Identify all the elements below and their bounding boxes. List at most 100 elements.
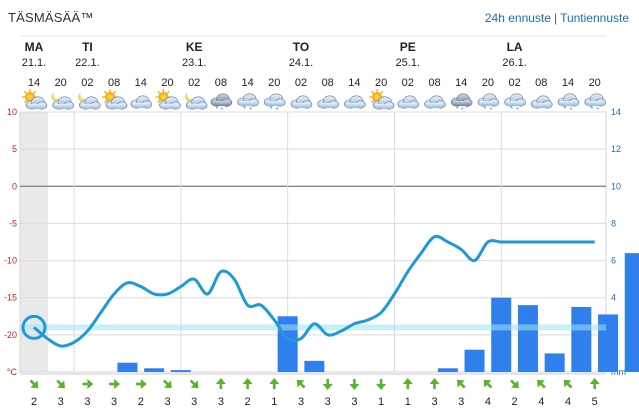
wind-speed: 3 — [351, 396, 357, 408]
current-temperature-marker[interactable] — [21, 314, 47, 340]
precipitation-bar — [464, 349, 485, 372]
precipitation-bar — [571, 307, 592, 372]
sun-cloud-icon — [369, 89, 395, 110]
day-date: 26.1. — [502, 57, 526, 69]
link-separator: | — [553, 11, 558, 25]
temperature-tick: 5 — [12, 144, 17, 154]
wind-speed: 3 — [84, 396, 90, 408]
precipitation-tick: 14 — [611, 107, 621, 117]
hour-label: 20 — [589, 77, 601, 89]
wind-arrow-icon — [109, 379, 121, 389]
cloud-icon — [344, 95, 366, 109]
hour-label: 20 — [375, 77, 387, 89]
svg-text:*: * — [596, 107, 599, 114]
day-date: 25.1. — [396, 57, 420, 69]
hour-label: 20 — [482, 77, 494, 89]
hour-label: 20 — [268, 77, 280, 89]
cloud-icon — [397, 95, 420, 109]
hour-label: 08 — [215, 77, 227, 89]
hour-label: 14 — [28, 77, 40, 89]
hour-label: 02 — [402, 77, 414, 89]
precipitation-bar — [170, 370, 191, 372]
wind-speed: 4 — [565, 396, 571, 408]
hour-label: 08 — [322, 77, 334, 89]
temperature-tick: -15 — [4, 293, 17, 303]
day-name: TO — [293, 40, 309, 54]
temperature-series — [20, 234, 606, 348]
wind-speed: 3 — [298, 396, 304, 408]
wind-speed: 3 — [458, 396, 464, 408]
cloud-snow-icon: * * — [237, 93, 259, 114]
day-date: 22.1. — [75, 57, 99, 69]
cloud-snow-icon: * * — [557, 93, 580, 114]
cloud-night-icon — [184, 91, 208, 110]
wind-speed: 2 — [138, 396, 144, 408]
svg-text:*: * — [221, 107, 224, 114]
hour-label: 14 — [348, 77, 360, 89]
day-name: MA — [25, 40, 44, 54]
precipitation-bar — [598, 314, 619, 372]
temperature-unit: °C — [7, 367, 18, 377]
temperature-tick: -5 — [9, 218, 17, 228]
sun-cloud-icon — [155, 89, 181, 110]
cloud-night-icon — [51, 91, 74, 110]
wind-speed: 2 — [31, 396, 37, 408]
precipitation-tick: 6 — [611, 256, 616, 266]
snow-cloud-icon: * * * — [450, 93, 473, 114]
hour-label: 14 — [455, 77, 467, 89]
precipitation-tick: 4 — [611, 293, 616, 303]
temperature-tick: -10 — [4, 256, 17, 266]
cloud-icon — [317, 95, 340, 109]
wind-arrow-icon — [537, 379, 546, 389]
svg-text:*: * — [484, 106, 487, 113]
hour-label: 20 — [161, 77, 173, 89]
precipitation-tick: 12 — [611, 144, 621, 154]
hourly-forecast-link[interactable]: Tuntiennuste — [560, 11, 629, 25]
wind-arrow-icon — [456, 379, 466, 389]
header: TÄSMÄSÄÄ™ 24h ennuste | Tuntiennuste — [0, 0, 639, 34]
day-name: LA — [507, 40, 523, 54]
cloud-snow-icon: * * — [504, 93, 526, 114]
wind-speed: 2 — [245, 396, 251, 408]
hour-label: 02 — [81, 77, 93, 89]
svg-text:*: * — [243, 106, 246, 113]
hour-labels: 14 20 02 08 14 20 02 08 14 20 02 08 14 20 02 08 14 20 02 08… — [28, 77, 601, 89]
cloud-icon — [424, 95, 446, 109]
hour-label: 08 — [428, 77, 440, 89]
wind-arrow-icon — [429, 378, 440, 389]
forecast-24h-link[interactable]: 24h ennuste — [484, 11, 551, 25]
sun-cloud-icon — [102, 89, 128, 110]
day-date: 21.1. — [22, 57, 46, 69]
wind-speed: 1 — [271, 396, 277, 408]
precipitation-bar — [437, 368, 458, 372]
sun-cloud-icon — [22, 89, 48, 110]
current-temperature-band — [20, 324, 606, 331]
precipitation-bar — [624, 253, 639, 372]
hour-label: 14 — [241, 77, 253, 89]
wind-speed: 1 — [405, 396, 411, 408]
svg-text:*: * — [466, 105, 469, 112]
wind-speed: 3 — [164, 396, 170, 408]
snow-cloud-icon: * * * — [210, 93, 233, 114]
svg-text:*: * — [226, 105, 229, 112]
precipitation-bar — [517, 305, 538, 372]
svg-text:*: * — [249, 107, 252, 114]
day-name: KE — [186, 40, 203, 54]
wind-speed: 3 — [111, 396, 117, 408]
precipitation-bar — [544, 353, 565, 372]
hour-label: 14 — [135, 77, 147, 89]
wind-arrow-icon — [349, 379, 360, 390]
svg-text:*: * — [590, 106, 593, 113]
wind-arrow-icon — [563, 379, 573, 389]
wind-speed: 3 — [58, 396, 64, 408]
day-date: 23.1. — [182, 57, 206, 69]
wind-arrow-icon — [483, 379, 493, 389]
cloud-snow-icon: * * — [584, 93, 607, 114]
svg-text:*: * — [456, 106, 459, 113]
wind-arrow-icon — [376, 379, 387, 390]
temperature-tick: -20 — [4, 330, 17, 340]
day-date: 24.1. — [289, 57, 313, 69]
temperature-tick: 10 — [7, 107, 17, 117]
cloud-night-icon — [77, 91, 101, 110]
